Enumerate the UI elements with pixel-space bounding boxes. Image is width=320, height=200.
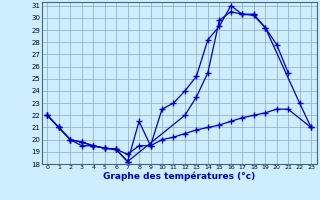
X-axis label: Graphe des températures (°c): Graphe des températures (°c) [103,172,255,181]
